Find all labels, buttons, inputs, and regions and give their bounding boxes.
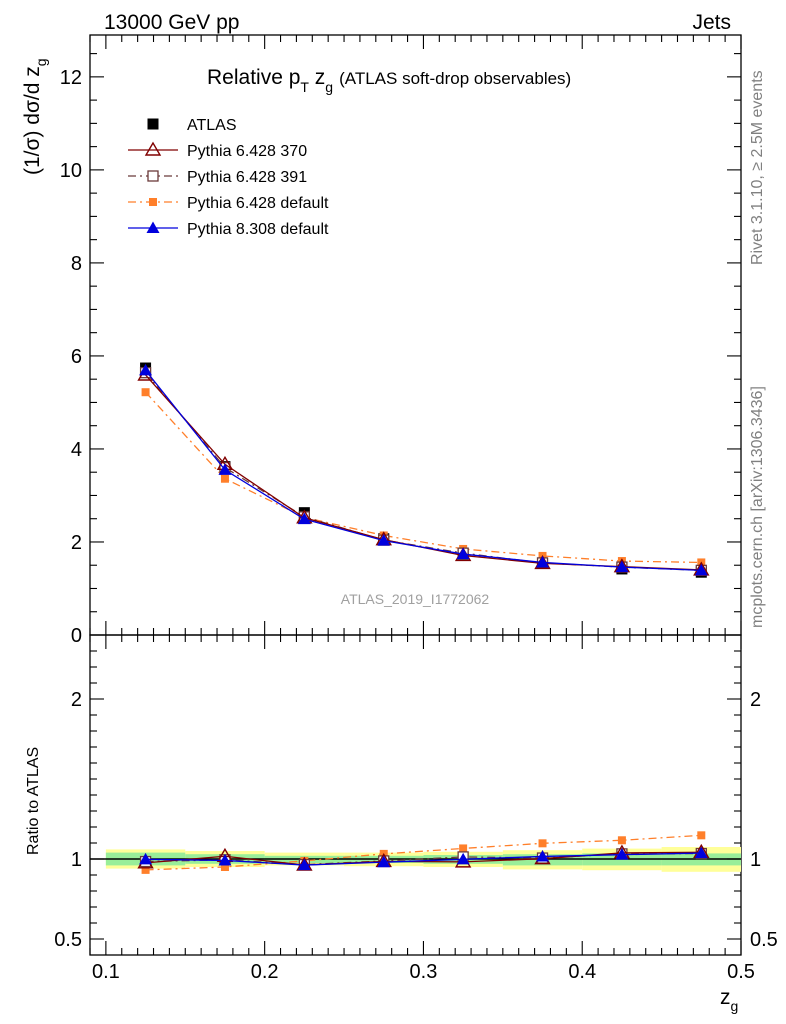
ratio-point-pythia-6-428-default	[697, 831, 706, 840]
legend-label: Pythia 6.428 default	[187, 195, 329, 212]
ratio-point-pythia-6-428-default	[141, 865, 150, 874]
y-tick-label-main: 8	[71, 253, 82, 275]
y-tick-label-main: 0	[71, 625, 82, 647]
y-tick-label-ratio-right: 1	[750, 849, 761, 871]
series-main-pythia-6-428-default	[141, 388, 706, 567]
point-pythia-8-308-default	[218, 463, 232, 475]
point-pythia-8-308-default	[139, 363, 153, 376]
ratio-point-pythia-8-308-default	[615, 848, 629, 860]
y-tick-label-ratio-left: 2	[71, 689, 82, 711]
ratio-point-pythia-8-308-default	[694, 846, 708, 859]
y-tick-label-main: 6	[71, 346, 82, 368]
main-series	[137, 362, 710, 578]
legend-marker	[146, 221, 160, 233]
legend-label: Pythia 6.428 391	[187, 169, 307, 186]
x-tick-label: 0.5	[727, 961, 755, 983]
rivet-version-label: Rivet 3.1.10, ≥ 2.5M events	[749, 70, 766, 265]
ratio-point-pythia-6-428-default	[220, 863, 229, 871]
chart-title: Relative pT zg (ATLAS soft-drop observabl…	[207, 66, 571, 95]
point-pythia-8-308-default	[694, 563, 708, 576]
ratio-line-pythia-6-428-default	[145, 834, 702, 871]
ratio-point-pythia-8-308-default	[218, 853, 232, 866]
x-tick-label: 0.1	[92, 961, 120, 983]
ratio-point-pythia-8-308-default	[139, 852, 153, 865]
point-pythia-6-428-default	[141, 388, 150, 397]
legend-label: ATLAS	[187, 117, 237, 134]
point-pythia-8-308-default	[297, 512, 311, 525]
point-pythia-8-308-default	[536, 555, 550, 568]
legend-entry-pythia-6-428-391: Pythia 6.428 391	[128, 169, 307, 186]
header-jets-label: Jets	[692, 11, 731, 34]
legend-label: Pythia 8.308 default	[187, 221, 329, 238]
ratio-plot-frame	[89, 634, 742, 956]
legend: ATLAS Pythia 6.428 370 Pythia 6.428 391 Pyt…	[128, 117, 329, 238]
series-ratio-pythia-8-308-default	[139, 846, 708, 871]
series-line-pythia-8-308-default	[145, 369, 702, 571]
legend-marker	[144, 141, 162, 156]
main-y-axis-label: (1/σ) dσ/d zg	[21, 58, 49, 175]
ratio-point-pythia-8-308-default	[297, 858, 311, 871]
x-tick-label: 0.4	[568, 961, 596, 983]
axis-ticks	[89, 35, 742, 955]
legend-marker	[147, 118, 159, 130]
legend-entry-atlas: ATLAS	[147, 117, 237, 134]
ratio-series	[137, 831, 710, 874]
ratio-point-pythia-6-428-default	[538, 839, 547, 848]
ratio-line-pythia-8-308-default	[145, 852, 702, 866]
series-main-pythia-8-308-default	[139, 363, 708, 576]
y-tick-label-ratio-right: 0.5	[750, 929, 778, 951]
legend-label: Pythia 6.428 370	[187, 143, 307, 160]
point-pythia-8-308-default	[456, 547, 470, 560]
ratio-point-pythia-6-428-default	[617, 836, 626, 845]
legend-marker	[149, 198, 157, 206]
legend-entry-pythia-8-308-default: Pythia 8.308 default	[128, 221, 329, 238]
y-tick-label-ratio-right: 2	[750, 689, 761, 711]
y-tick-label-main: 12	[60, 67, 82, 89]
legend-marker	[147, 170, 159, 182]
ratio-y-axis-label: Ratio to ATLAS	[25, 747, 42, 855]
y-tick-label-ratio-left: 0.5	[54, 929, 82, 951]
ratio-point-pythia-8-308-default	[536, 849, 550, 862]
ratio-point-pythia-8-308-default	[456, 852, 470, 865]
point-pythia-6-428-default	[220, 474, 229, 483]
y-tick-label-main: 2	[71, 532, 82, 554]
y-tick-label-main: 10	[60, 160, 82, 182]
y-tick-label-main: 4	[71, 439, 82, 461]
legend-entry-pythia-6-428-default: Pythia 6.428 default	[128, 195, 329, 212]
x-tick-label: 0.2	[251, 961, 279, 983]
x-axis-label: zg	[720, 986, 738, 1014]
ratio-point-pythia-6-428-default	[459, 844, 468, 853]
y-tick-label-ratio-left: 1	[71, 849, 82, 871]
ratio-point-pythia-8-308-default	[377, 855, 391, 868]
analysis-id-label: ATLAS_2019_I1772062	[341, 591, 490, 607]
series-line-pythia-6-428-default	[145, 391, 702, 564]
header-energy-label: 13000 GeV pp	[104, 11, 239, 34]
point-pythia-8-308-default	[377, 534, 391, 546]
ratio-line-pythia-6-428-370	[145, 851, 702, 866]
point-pythia-8-308-default	[615, 560, 629, 573]
mcplots-reference-label: mcplots.cern.ch [arXiv:1306.3436]	[749, 386, 766, 628]
x-tick-label: 0.3	[410, 961, 438, 983]
legend-entry-pythia-6-428-370: Pythia 6.428 370	[128, 141, 307, 160]
